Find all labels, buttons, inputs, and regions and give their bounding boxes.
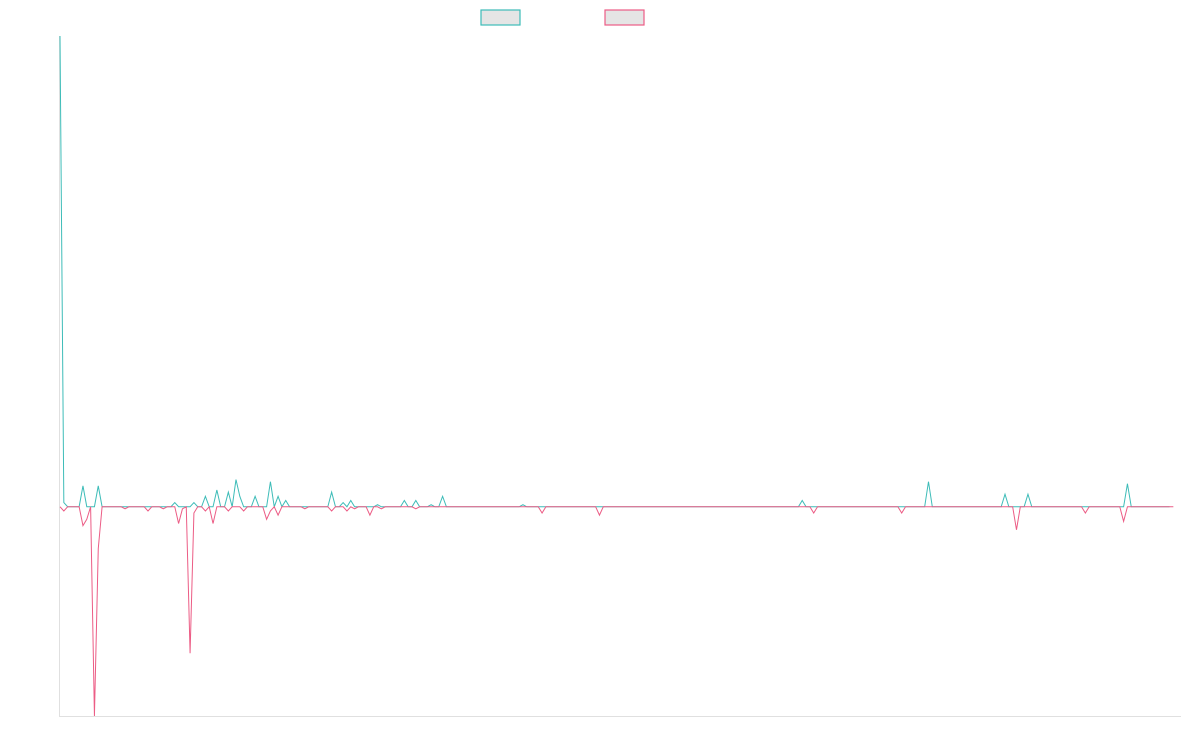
legend-swatch-series-2[interactable] [604,9,645,26]
legend-swatch-series-1[interactable] [480,9,521,26]
legend [480,9,645,26]
series-line-2 [59,505,1174,717]
series-layer [59,35,1174,717]
series-line-1 [59,35,1170,508]
